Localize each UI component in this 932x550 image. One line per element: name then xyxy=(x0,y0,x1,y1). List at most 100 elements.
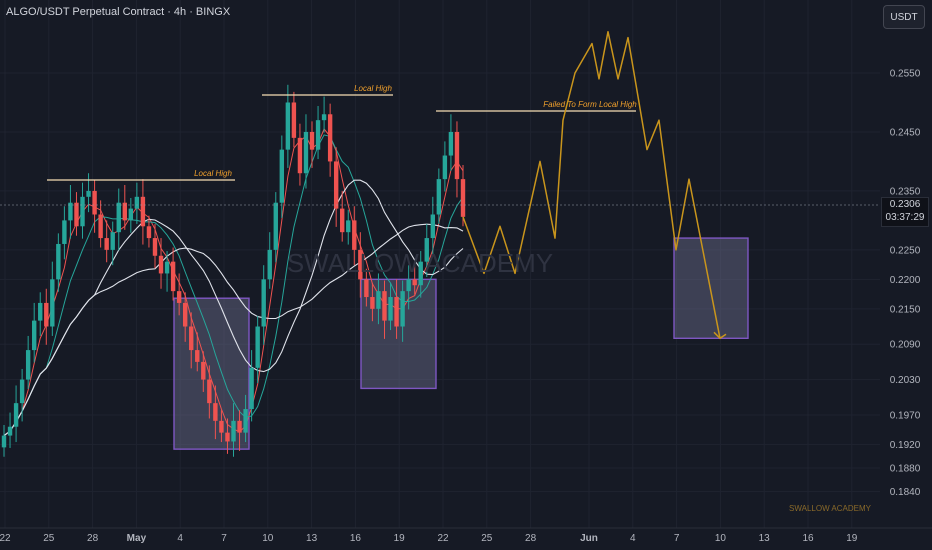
ema-mid-line xyxy=(3,134,464,437)
time-tick-label: 7 xyxy=(674,533,680,544)
time-tick-label: 13 xyxy=(759,533,771,544)
candle-body xyxy=(315,120,321,150)
price-tick-label: 0.2200 xyxy=(890,275,921,286)
price-tick-label: 0.1920 xyxy=(890,440,921,451)
price-tick-label: 0.1840 xyxy=(890,487,921,498)
candle-body xyxy=(74,202,79,227)
level-label: Failed To Form Local High xyxy=(543,100,637,109)
candle-body xyxy=(382,291,387,321)
projection-arrowhead xyxy=(713,331,727,340)
candle-body xyxy=(237,420,242,433)
candle-body xyxy=(1,435,7,448)
candle-body xyxy=(31,320,37,351)
candle-body xyxy=(333,161,339,209)
ma-slower-line xyxy=(3,223,464,437)
candle-body xyxy=(56,243,61,280)
candle-body xyxy=(346,220,351,233)
candle-body xyxy=(291,102,297,138)
candle-body xyxy=(116,202,121,233)
time-tick-label: 7 xyxy=(221,533,227,544)
time-tick-label: 4 xyxy=(177,533,183,544)
candle-body xyxy=(195,350,200,362)
price-tick-label: 0.2450 xyxy=(890,127,921,138)
candle-body xyxy=(25,350,31,380)
candle-body xyxy=(201,361,206,380)
candle-body xyxy=(412,279,417,286)
chart-title: ALGO/USDT Perpetual Contract · 4h · BING… xyxy=(6,6,231,18)
candle-body xyxy=(152,238,158,256)
level-label: Local High xyxy=(194,169,232,178)
time-tick-label: 28 xyxy=(87,533,99,544)
candle-body xyxy=(243,409,248,433)
candle-body xyxy=(146,226,152,239)
candle-body xyxy=(442,155,448,180)
price-tick-label: 0.1970 xyxy=(890,410,921,421)
price-tick-label: 0.2550 xyxy=(890,69,921,80)
price-tick-label: 0.2030 xyxy=(890,375,921,386)
time-tick-label: 13 xyxy=(306,533,318,544)
candle-body xyxy=(321,114,327,121)
candle-body xyxy=(182,302,188,327)
time-tick-label: 10 xyxy=(262,533,274,544)
price-axis-panel xyxy=(881,0,932,550)
candle-body xyxy=(267,249,272,280)
candle-body xyxy=(430,214,436,239)
time-tick-label: 22 xyxy=(0,533,11,544)
candle-body xyxy=(213,403,218,421)
projection-line xyxy=(462,30,721,339)
candle-body xyxy=(44,302,49,327)
candle-body xyxy=(424,238,429,262)
time-axis: 22 25 28 May 4 7 10 13 16 19 22 25 28 Jun 4 7 10 13 16 19 xyxy=(0,533,858,544)
time-axis-panel xyxy=(0,528,932,550)
candle-body xyxy=(352,220,357,250)
candle-body xyxy=(158,255,164,274)
time-tick-label: 28 xyxy=(525,533,537,544)
candle-body xyxy=(92,190,97,215)
currency-button[interactable]: USDT xyxy=(883,5,925,29)
time-tick-label: 19 xyxy=(394,533,406,544)
candle-body xyxy=(104,238,109,250)
price-axis: 0.2550 0.2450 0.2350 0.2250 0.2200 0.2150 0.20… xyxy=(890,69,921,499)
time-tick-label: 22 xyxy=(437,533,449,544)
candles xyxy=(1,84,466,457)
candle-body xyxy=(19,379,25,404)
time-tick-label: 10 xyxy=(715,533,727,544)
candle-body xyxy=(358,249,363,280)
projection-path xyxy=(462,30,727,340)
candle-body xyxy=(13,403,19,427)
level-lines: Local High Local High Failed To Form Local… xyxy=(47,84,637,181)
candle-body xyxy=(62,220,67,244)
watermark-corner: SWALLOW ACADEMY xyxy=(789,504,872,513)
candle-body xyxy=(38,302,43,321)
candle-body xyxy=(255,326,260,368)
candle-body xyxy=(231,420,236,442)
candle-body xyxy=(297,137,303,174)
last-price-value: 0.2306 xyxy=(889,199,921,210)
candle-body xyxy=(454,131,460,180)
candle-body xyxy=(418,261,423,286)
time-tick-label: 4 xyxy=(630,533,636,544)
candle-body xyxy=(376,291,381,309)
price-tick-label: 0.2090 xyxy=(890,340,921,351)
candle-body xyxy=(207,379,212,404)
chart-grid xyxy=(0,0,880,528)
candle-body xyxy=(303,131,309,174)
candle-body xyxy=(406,279,411,292)
candle-body xyxy=(189,326,194,351)
candle-body xyxy=(128,208,134,221)
candle-body xyxy=(122,202,127,221)
candle-body xyxy=(448,131,454,156)
level-label: Local High xyxy=(354,84,392,93)
candle-body xyxy=(340,208,345,233)
candle-body xyxy=(176,291,182,303)
candle-body xyxy=(364,279,369,298)
candle-body xyxy=(110,232,115,250)
candle-body xyxy=(273,202,278,250)
candle-body xyxy=(219,420,224,433)
time-tick-label: 25 xyxy=(481,533,493,544)
candle-body xyxy=(249,367,254,410)
candle-body xyxy=(394,297,399,327)
price-tick-label: 0.2150 xyxy=(890,304,921,315)
